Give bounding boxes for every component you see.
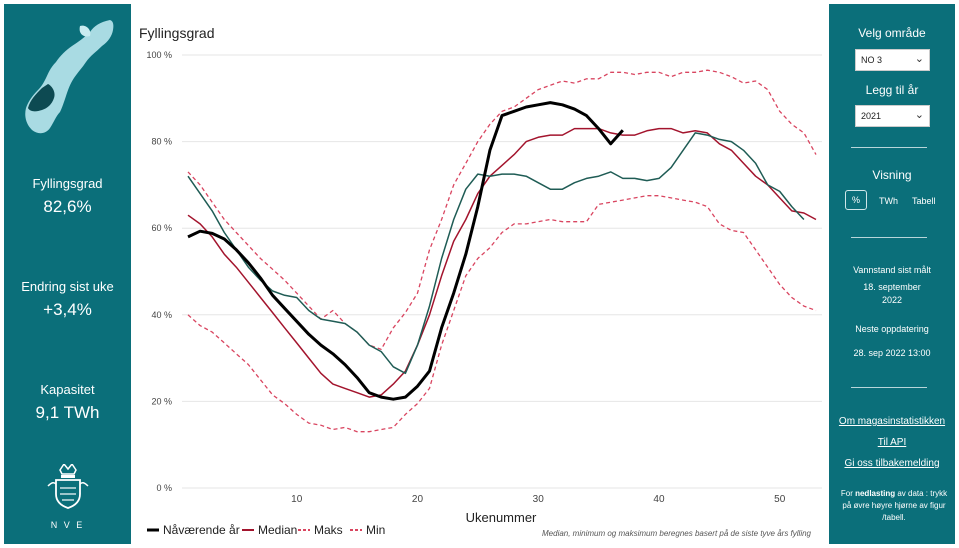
- kpi-label: Fyllingsgrad: [32, 176, 103, 191]
- y-tick-label: 0 %: [156, 483, 172, 493]
- x-axis-label: Ukenummer: [466, 510, 537, 525]
- measured-year: 2022: [881, 295, 903, 305]
- link-tilbakemelding[interactable]: Gi oss tilbakemelding: [844, 458, 940, 469]
- chevron-down-icon: ⌄: [914, 109, 924, 121]
- series-line-min[interactable]: [187, 195, 817, 433]
- right-filter-panel: Velg område NO 3 ⌄ Legg til år 2021 ⌄ Vi…: [829, 4, 955, 544]
- series-line-n-v-rende-r[interactable]: [187, 101, 624, 401]
- kpi-kapasitet: Kapasitet 9,1 TWh: [4, 382, 131, 423]
- year-select-value: 2021: [861, 111, 882, 121]
- divider: [851, 147, 927, 148]
- y-tick-label: 80 %: [151, 137, 172, 147]
- download-note-bold: nedlasting: [855, 489, 896, 498]
- view-title: Visning: [872, 168, 912, 182]
- legend-label[interactable]: Min: [366, 523, 385, 537]
- kpi-fyllingsgrad: Fyllingsgrad 82,6%: [4, 176, 131, 217]
- year-title: Legg til år: [865, 83, 919, 97]
- divider: [851, 387, 927, 388]
- y-tick-label: 100 %: [146, 50, 172, 60]
- series-line-maks[interactable]: [187, 69, 817, 351]
- view-toggle-tabell[interactable]: Tabell: [912, 196, 936, 206]
- legend-label[interactable]: Median: [258, 523, 297, 537]
- download-note-prefix: For: [840, 489, 856, 498]
- series-line-2021[interactable]: [187, 132, 805, 375]
- x-tick-label: 50: [774, 494, 786, 505]
- y-tick-label: 40 %: [151, 310, 172, 320]
- nve-crest-logo-icon: [47, 464, 89, 509]
- fyllingsgrad-chart[interactable]: 0 % 20 % 40 % 60 % 80 % 100 % 10 20 30 40 50 Nåvær…: [131, 0, 829, 548]
- link-om-magasinstatistikken[interactable]: Om magasinstatistikken: [838, 416, 946, 427]
- legend-label[interactable]: Nåværende år: [163, 523, 240, 537]
- left-kpi-panel: Fyllingsgrad 82,6% Endring sist uke +3,4…: [4, 4, 131, 544]
- view-toggle-percent[interactable]: %: [845, 190, 867, 210]
- download-note-rest: av data : trykk på øvre høyre hjørne av …: [842, 489, 948, 522]
- measured-label: Vannstand sist målt: [853, 265, 931, 275]
- chart-footnote: Median, minimum og maksimum beregnes bas…: [542, 529, 812, 538]
- kpi-label: Kapasitet: [40, 382, 95, 397]
- series-line-median[interactable]: [187, 127, 817, 398]
- next-update-label: Neste oppdatering: [855, 324, 929, 334]
- kpi-label: Endring sist uke: [21, 279, 114, 294]
- chart-title: Fyllingsgrad: [139, 25, 215, 41]
- area-select[interactable]: NO 3 ⌄: [855, 49, 930, 71]
- download-note: For nedlasting av data : trykk på øvre h…: [839, 488, 949, 524]
- x-tick-label: 30: [533, 494, 545, 505]
- area-title: Velg område: [858, 26, 926, 40]
- view-toggle-twh[interactable]: TWh: [879, 196, 898, 206]
- area-select-value: NO 3: [861, 55, 883, 65]
- y-tick-label: 60 %: [151, 223, 172, 233]
- year-select[interactable]: 2021 ⌄: [855, 105, 930, 127]
- link-til-api[interactable]: Til API: [877, 437, 907, 448]
- divider: [851, 237, 927, 238]
- kpi-endring: Endring sist uke +3,4%: [4, 279, 131, 320]
- measured-date: 18. september: [863, 282, 921, 292]
- kpi-value: +3,4%: [43, 300, 92, 319]
- x-tick-label: 20: [412, 494, 424, 505]
- y-tick-label: 20 %: [151, 396, 172, 406]
- kpi-value: 9,1 TWh: [35, 403, 100, 422]
- next-update-value: 28. sep 2022 13:00: [853, 348, 931, 358]
- x-tick-label: 10: [291, 494, 303, 505]
- kpi-value: 82,6%: [43, 197, 92, 216]
- chevron-down-icon: ⌄: [914, 53, 924, 65]
- norway-map-icon[interactable]: [20, 16, 115, 138]
- x-tick-label: 40: [653, 494, 665, 505]
- legend-label[interactable]: Maks: [314, 523, 343, 537]
- nve-logo-text: N V E: [50, 520, 85, 530]
